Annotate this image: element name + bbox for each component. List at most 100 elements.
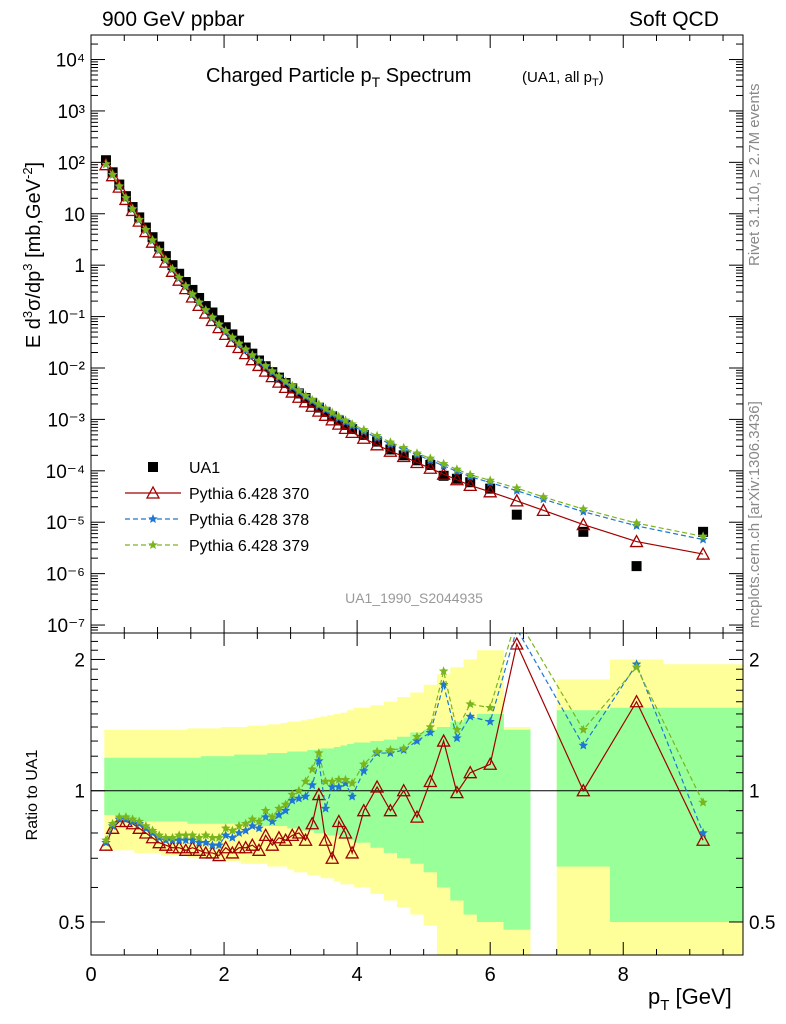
- point-pythia-6-428-379: [167, 263, 178, 273]
- ratio-point-pythia-6-428-370: [138, 825, 153, 839]
- ratio-point-pythia-6-428-379: [274, 803, 284, 813]
- ratio-point-pythia-6-428-370: [383, 803, 398, 817]
- ratio-point-pythia-6-428-370: [409, 809, 425, 823]
- point-pythia-6-428-379: [121, 192, 131, 202]
- point-pythia-6-428-379: [174, 272, 184, 282]
- point-pythia-6-428-370: [318, 407, 333, 421]
- ratio-point-pythia-6-428-370: [265, 837, 280, 851]
- y-tick-label: 10⁻¹: [48, 308, 86, 329]
- point-pythia-6-428-370: [198, 305, 213, 319]
- x-tick-label: 2: [218, 964, 229, 986]
- ratio-point-pythia-6-428-379: [121, 812, 131, 822]
- ratio-point-pythia-6-428-379: [287, 789, 297, 799]
- ratio-point-pythia-6-428-378: [425, 727, 436, 737]
- ratio-point-pythia-6-428-379: [207, 832, 218, 842]
- legend-marker: [148, 514, 158, 523]
- ratio-point-pythia-6-428-378: [334, 782, 344, 791]
- ratio-point-pythia-6-428-370: [172, 840, 187, 854]
- point-ua1: [511, 509, 522, 520]
- ratio-point-pythia-6-428-379: [147, 825, 158, 835]
- ratio-point-pythia-6-428-379: [347, 778, 357, 788]
- ratio-band: [134, 757, 142, 822]
- ratio-point-pythia-6-428-379: [385, 745, 396, 754]
- ratio-point-pythia-6-428-379: [194, 832, 204, 842]
- point-pythia-6-428-378: [698, 534, 708, 544]
- ratio-point-pythia-6-428-379: [141, 821, 151, 831]
- ratio-point-pythia-6-428-378: [340, 778, 351, 788]
- ratio-y-tick-label-right: 1: [749, 782, 760, 803]
- point-ua1: [358, 429, 369, 440]
- ratio-point-pythia-6-428-378: [320, 803, 331, 813]
- ratio-point-pythia-6-428-379: [412, 731, 422, 741]
- point-ua1: [333, 415, 344, 426]
- ratio-point-pythia-6-428-370: [338, 825, 353, 839]
- point-pythia-6-428-379: [114, 181, 124, 191]
- ratio-band: [140, 757, 148, 822]
- x-tick-label: 6: [485, 964, 496, 986]
- ratio-point-pythia-6-428-370: [271, 830, 287, 844]
- legend-marker: [148, 540, 158, 549]
- rivet-label: Rivet 3.1.10, ≥ 2.7M events: [746, 83, 763, 267]
- ratio-point-pythia-6-428-378: [314, 756, 324, 765]
- point-pythia-6-428-370: [205, 313, 220, 327]
- ratio-point-pythia-6-428-379: [398, 743, 409, 753]
- ratio-point-pythia-6-428-379: [174, 830, 184, 840]
- ratio-point-pythia-6-428-379: [201, 830, 211, 840]
- mcplots-label: mcplots.cern.ch [arXiv:1306.3436]: [746, 401, 763, 628]
- ratio-point-pythia-6-428-378: [578, 740, 589, 750]
- point-pythia-6-428-379: [334, 411, 344, 421]
- point-pythia-6-428-370: [98, 157, 114, 171]
- point-pythia-6-428-379: [359, 424, 369, 434]
- ratio-point-pythia-6-428-370: [158, 837, 173, 851]
- ratio-point-pythia-6-428-378: [274, 809, 284, 819]
- point-pythia-6-428-370: [331, 416, 346, 430]
- ratio-band: [180, 757, 188, 822]
- point-ua1: [425, 459, 436, 470]
- ratio-point-pythia-6-428-370: [211, 848, 227, 862]
- ratio-y-tick-label-right: 2: [749, 650, 760, 671]
- point-pythia-6-428-370: [509, 493, 524, 507]
- ratio-point-pythia-6-428-379: [107, 818, 118, 828]
- point-ua1: [485, 483, 496, 494]
- ratio-point-pythia-6-428-370: [436, 733, 451, 747]
- point-pythia-6-428-379: [372, 430, 382, 440]
- ratio-point-pythia-6-428-379: [512, 612, 522, 621]
- ratio-point-pythia-6-428-370: [178, 842, 193, 856]
- point-pythia-6-428-379: [698, 531, 708, 541]
- ratio-point-pythia-6-428-379: [227, 825, 238, 835]
- point-pythia-6-428-379: [181, 280, 191, 290]
- chart-title: Charged Particle pT Spectrum: [206, 65, 471, 90]
- ratio-band: [327, 748, 335, 836]
- ratio-point-pythia-6-428-378: [174, 835, 184, 845]
- ratio-point-pythia-6-428-379: [425, 722, 436, 732]
- ratio-band: [254, 754, 262, 824]
- point-pythia-6-428-370: [383, 443, 398, 457]
- ratio-point-pythia-6-428-379: [578, 724, 589, 734]
- point-pythia-6-428-370: [238, 346, 253, 360]
- ratio-band: [227, 756, 235, 824]
- ratio-point-pythia-6-428-379: [267, 812, 278, 822]
- ratio-point-pythia-6-428-370: [356, 803, 371, 817]
- point-pythia-6-428-370: [536, 503, 551, 517]
- ratio-point-pythia-6-428-378: [698, 828, 708, 837]
- legend-item-pythia-6-428-378: Pythia 6.428 378: [125, 512, 309, 529]
- ratio-band: [273, 753, 282, 827]
- ratio-point-pythia-6-428-370: [305, 816, 320, 830]
- y-tick-label: 10⁻⁴: [46, 462, 85, 483]
- point-pythia-6-428-379: [161, 254, 171, 264]
- ratio-point-pythia-6-428-379: [334, 774, 344, 784]
- point-pythia-6-428-379: [398, 442, 409, 452]
- ratio-band: [280, 753, 288, 827]
- ratio-point-pythia-6-428-370: [695, 832, 711, 846]
- ratio-point-pythia-6-428-378: [485, 716, 495, 726]
- ratio-band: [200, 756, 208, 824]
- point-ua1: [438, 470, 449, 481]
- y-tick-label: 10⁴: [56, 51, 85, 72]
- ratio-point-pythia-6-428-370: [118, 814, 134, 828]
- ratio-band: [476, 713, 504, 922]
- point-pythia-6-428-379: [294, 385, 304, 395]
- ratio-point-pythia-6-428-379: [698, 797, 708, 807]
- y-tick-label: 1: [74, 256, 85, 277]
- point-pythia-6-428-379: [327, 407, 337, 417]
- point-pythia-6-428-379: [578, 504, 589, 514]
